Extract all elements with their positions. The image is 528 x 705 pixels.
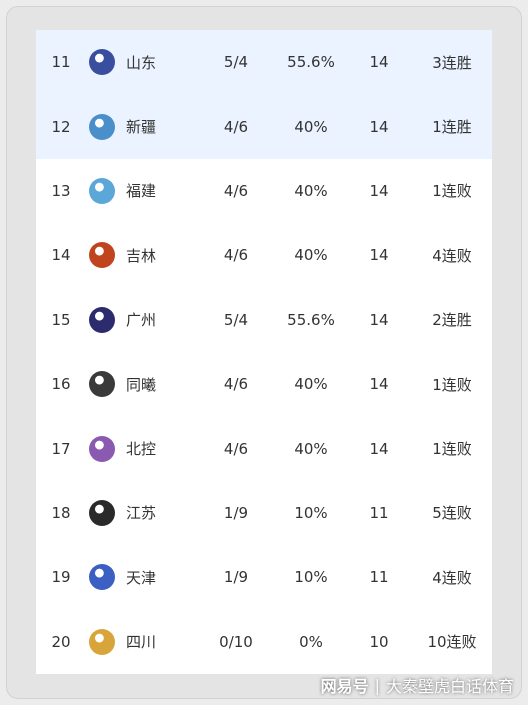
rank-cell: 14 bbox=[51, 246, 71, 265]
team-name-cell: 同曦 bbox=[126, 375, 157, 394]
tongxi-logo-icon bbox=[89, 371, 115, 398]
jilin-logo-icon bbox=[89, 242, 115, 269]
win-pct-cell: 40% bbox=[294, 246, 328, 265]
remaining-games-cell: 14 bbox=[369, 375, 389, 394]
record-cell: 1/9 bbox=[223, 568, 249, 587]
team-name-cell: 吉林 bbox=[126, 246, 157, 265]
team-name-cell: 广州 bbox=[126, 311, 157, 330]
win-pct-cell: 40% bbox=[294, 439, 328, 458]
rank-cell: 17 bbox=[51, 439, 71, 458]
jiangsu-logo-icon bbox=[89, 499, 115, 526]
team-logo bbox=[88, 159, 116, 223]
team-name-cell: 新疆 bbox=[126, 118, 157, 137]
team-name-cell: 北控 bbox=[126, 440, 157, 459]
watermark: 网易号 | 大秦壁虎白话体育 bbox=[321, 673, 514, 697]
streak-cell: 1连败 bbox=[432, 440, 472, 459]
team-logo bbox=[88, 30, 116, 94]
win-pct-cell: 55.6% bbox=[287, 310, 335, 329]
remaining-games-cell: 14 bbox=[369, 246, 389, 265]
remaining-games-cell: 14 bbox=[369, 181, 389, 200]
win-pct-cell: 40% bbox=[294, 117, 328, 136]
streak-cell: 1连胜 bbox=[432, 118, 472, 137]
team-name-cell: 四川 bbox=[126, 633, 157, 652]
remaining-games-cell: 14 bbox=[369, 53, 389, 72]
record-cell: 0/10 bbox=[219, 632, 253, 651]
table-row: 14 吉林 4/6 40% 14 4连败 bbox=[36, 223, 492, 287]
record-cell: 4/6 bbox=[223, 375, 249, 394]
win-pct-cell: 10% bbox=[294, 503, 328, 522]
remaining-games-cell: 11 bbox=[369, 503, 389, 522]
rank-cell: 13 bbox=[51, 181, 71, 200]
team-name-cell: 天津 bbox=[126, 568, 157, 587]
sichuan-logo-icon bbox=[89, 628, 115, 655]
streak-cell: 1连败 bbox=[432, 375, 472, 394]
team-logo bbox=[88, 223, 116, 287]
win-pct-cell: 10% bbox=[294, 568, 328, 587]
table-row: 12 新疆 4/6 40% 14 1连胜 bbox=[36, 94, 492, 159]
record-cell: 4/6 bbox=[223, 439, 249, 458]
streak-cell: 4连败 bbox=[432, 246, 472, 265]
watermark-brand: 网易号 bbox=[320, 677, 369, 696]
watermark-separator: | bbox=[374, 675, 380, 695]
team-logo bbox=[88, 481, 116, 545]
table-row: 17 北控 4/6 40% 14 1连败 bbox=[36, 416, 492, 480]
table-row: 20 四川 0/10 0% 10 10连败 bbox=[36, 610, 492, 674]
team-logo bbox=[88, 94, 116, 158]
streak-cell: 1连败 bbox=[432, 182, 472, 201]
xinjiang-logo-icon bbox=[89, 113, 115, 140]
remaining-games-cell: 11 bbox=[369, 568, 389, 587]
record-cell: 5/4 bbox=[223, 53, 249, 72]
streak-cell: 3连胜 bbox=[432, 53, 472, 72]
rank-cell: 12 bbox=[51, 117, 71, 136]
remaining-games-cell: 14 bbox=[369, 310, 389, 329]
tianjin-logo-icon bbox=[89, 564, 115, 591]
record-cell: 4/6 bbox=[223, 117, 249, 136]
streak-cell: 5连败 bbox=[432, 504, 472, 523]
rank-cell: 11 bbox=[51, 53, 71, 72]
record-cell: 1/9 bbox=[223, 503, 249, 522]
win-pct-cell: 40% bbox=[294, 375, 328, 394]
team-logo bbox=[88, 610, 116, 674]
team-name-cell: 福建 bbox=[126, 182, 157, 201]
table-row: 15 广州 5/4 55.6% 14 2连胜 bbox=[36, 288, 492, 352]
watermark-author: 大秦壁虎白话体育 bbox=[385, 677, 514, 696]
team-name-cell: 山东 bbox=[126, 53, 157, 72]
record-cell: 5/4 bbox=[223, 310, 249, 329]
win-pct-cell: 40% bbox=[294, 181, 328, 200]
rank-cell: 15 bbox=[51, 310, 71, 329]
rank-cell: 20 bbox=[51, 632, 71, 651]
fujian-logo-icon bbox=[89, 177, 115, 204]
team-logo bbox=[88, 545, 116, 609]
win-pct-cell: 55.6% bbox=[287, 53, 335, 72]
win-pct-cell: 0% bbox=[299, 632, 323, 651]
beikong-logo-icon bbox=[89, 435, 115, 462]
shandong-logo-icon bbox=[89, 49, 115, 76]
remaining-games-cell: 14 bbox=[369, 439, 389, 458]
guangzhou-logo-icon bbox=[89, 306, 115, 333]
streak-cell: 10连败 bbox=[427, 633, 477, 652]
rank-cell: 16 bbox=[51, 375, 71, 394]
remaining-games-cell: 14 bbox=[369, 117, 389, 136]
table-row: 16 同曦 4/6 40% 14 1连败 bbox=[36, 352, 492, 416]
remaining-games-cell: 10 bbox=[369, 632, 389, 651]
record-cell: 4/6 bbox=[223, 246, 249, 265]
table-row: 19 天津 1/9 10% 11 4连败 bbox=[36, 545, 492, 609]
rank-cell: 19 bbox=[51, 568, 71, 587]
team-logo bbox=[88, 416, 116, 480]
table-row: 18 江苏 1/9 10% 11 5连败 bbox=[36, 481, 492, 545]
team-logo bbox=[88, 352, 116, 416]
streak-cell: 4连败 bbox=[432, 568, 472, 587]
team-logo bbox=[88, 288, 116, 352]
team-name-cell: 江苏 bbox=[126, 504, 157, 523]
table-row: 13 福建 4/6 40% 14 1连败 bbox=[36, 159, 492, 223]
record-cell: 4/6 bbox=[223, 181, 249, 200]
rank-cell: 18 bbox=[51, 503, 71, 522]
standings-table: 11 山东 5/4 55.6% 14 3连胜 12 新疆 4/6 40% 14 1连胜 13 福建 4/6 4… bbox=[36, 30, 492, 674]
streak-cell: 2连胜 bbox=[432, 311, 472, 330]
table-row: 11 山东 5/4 55.6% 14 3连胜 bbox=[36, 30, 492, 95]
